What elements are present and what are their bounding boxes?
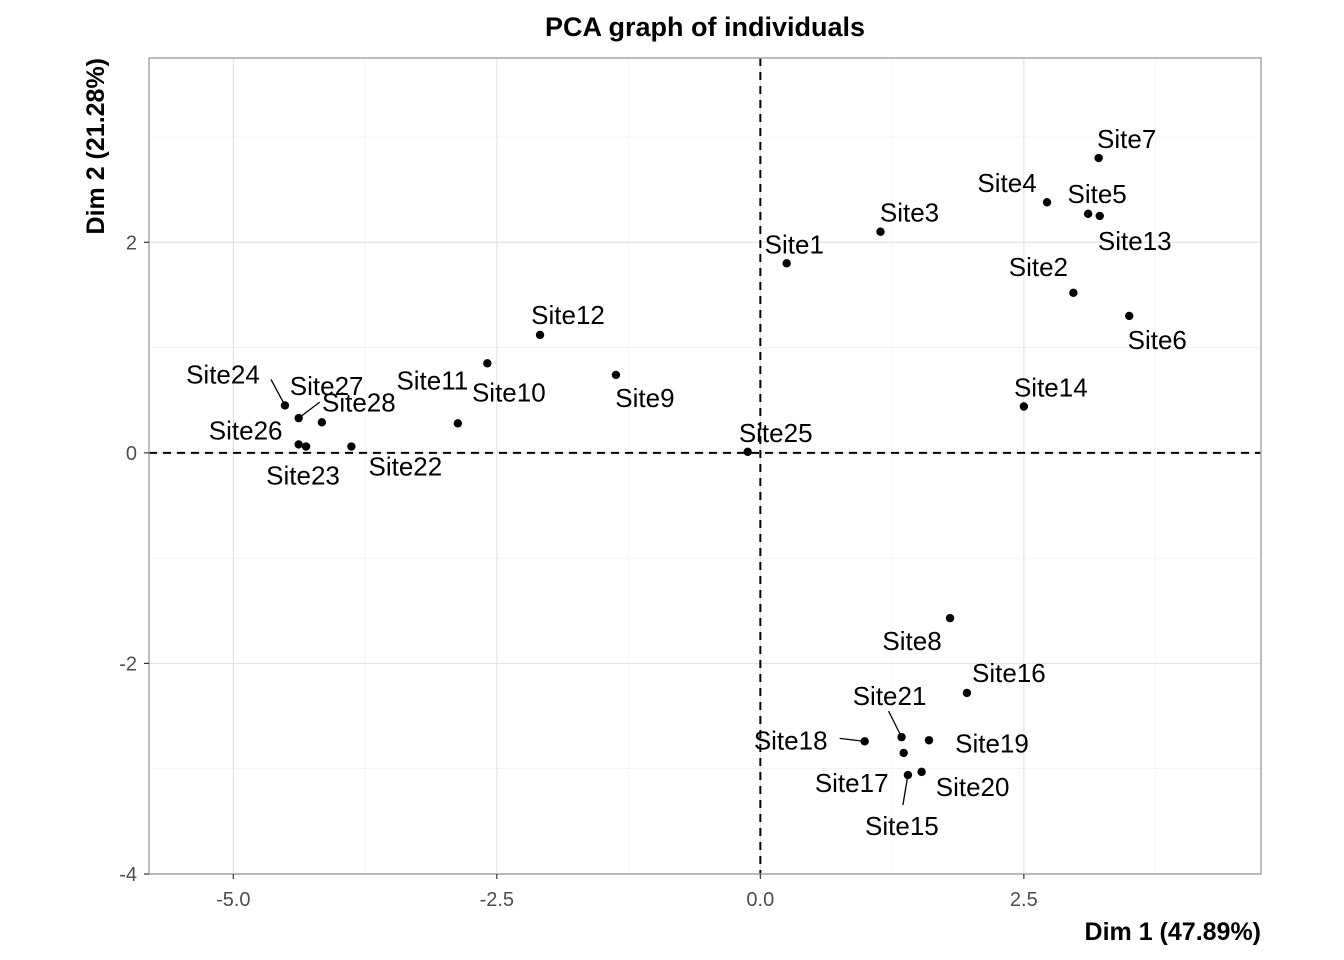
label-site24: Site24 — [186, 359, 260, 389]
label-site14: Site14 — [1014, 373, 1088, 403]
point-site9 — [611, 370, 621, 380]
chart-title: PCA graph of individuals — [545, 12, 865, 42]
label-site21: Site21 — [853, 681, 927, 711]
x-tick-label: 2.5 — [1010, 889, 1038, 911]
point-site24 — [280, 401, 290, 410]
point-site28 — [317, 418, 327, 427]
point-site12 — [535, 330, 545, 340]
label-site6: Site6 — [1128, 325, 1187, 355]
point-site3 — [876, 227, 885, 236]
leader-site21 — [887, 710, 903, 738]
leader-site15 — [902, 774, 909, 806]
label-site12: Site12 — [531, 300, 605, 330]
label-site2: Site2 — [1009, 252, 1068, 282]
point-site17 — [899, 748, 908, 758]
leader-site24 — [270, 379, 286, 406]
y-axis-title: Dim 2 (21.28%) — [82, 58, 110, 234]
label-site11: Site11 — [396, 365, 468, 395]
label-site16: Site16 — [972, 658, 1046, 688]
point-site14 — [1019, 402, 1029, 411]
label-site17: Site17 — [815, 768, 889, 798]
point-site19 — [924, 736, 934, 745]
reference-lines — [149, 58, 1261, 874]
x-tick-label: 0.0 — [746, 889, 774, 911]
point-site16 — [962, 688, 972, 698]
point-site18 — [860, 737, 869, 746]
x-tick-label: -2.5 — [480, 889, 514, 911]
axis-ticks: -5.0 -2.5 0.0 2.5 -4 -2 0 2 — [119, 232, 1038, 911]
label-site20: Site20 — [936, 772, 1010, 802]
point-site25 — [743, 447, 752, 456]
label-site26: Site26 — [209, 415, 283, 445]
point-site5 — [1083, 209, 1093, 219]
label-site18: Site18 — [754, 725, 828, 755]
label-site19: Site19 — [955, 728, 1029, 758]
point-site26 — [294, 440, 303, 449]
y-tick-label: 0 — [126, 443, 137, 465]
point-site20 — [917, 767, 926, 777]
point-site15 — [903, 770, 913, 780]
label-site25: Site25 — [739, 418, 813, 448]
point-site4 — [1042, 198, 1052, 207]
label-site15: Site15 — [865, 811, 939, 841]
point-site1 — [782, 259, 791, 268]
point-site10 — [453, 419, 463, 428]
label-site9: Site9 — [615, 383, 674, 413]
point-site13 — [1095, 211, 1104, 221]
data-points — [280, 153, 1134, 780]
point-site11 — [483, 359, 492, 368]
plot-panel-border — [148, 57, 1262, 875]
leader-site27 — [298, 401, 321, 419]
point-site7 — [1094, 153, 1103, 163]
x-axis-title: Dim 1 (47.89%) — [1085, 918, 1261, 946]
y-tick-label: 2 — [126, 232, 137, 254]
label-site10: Site10 — [472, 377, 546, 407]
label-leaders — [270, 379, 909, 806]
label-site23: Site23 — [266, 461, 340, 491]
x-tick-label: -5.0 — [216, 889, 250, 911]
label-site8: Site8 — [882, 626, 941, 656]
label-site3: Site3 — [880, 198, 939, 228]
point-site2 — [1069, 288, 1078, 297]
y-tick-label: -2 — [119, 653, 137, 675]
label-site28: Site28 — [322, 387, 396, 417]
label-site27: Site27 — [290, 371, 364, 401]
label-site22: Site22 — [369, 452, 443, 482]
label-site7: Site7 — [1097, 124, 1156, 154]
point-labels: Site1 Site2 Site3 Site4 Site5 Site6 Site7 Site8… — [186, 124, 1187, 841]
label-site5: Site5 — [1068, 179, 1127, 209]
point-site27 — [294, 413, 303, 423]
label-site4: Site4 — [977, 168, 1036, 198]
y-tick-label: -4 — [119, 864, 137, 886]
label-site1: Site1 — [765, 229, 824, 259]
point-site6 — [1125, 311, 1134, 321]
point-site23 — [301, 442, 311, 451]
label-site13: Site13 — [1098, 226, 1172, 256]
point-site8 — [945, 613, 955, 623]
point-site22 — [347, 442, 356, 451]
point-site21 — [897, 732, 906, 742]
